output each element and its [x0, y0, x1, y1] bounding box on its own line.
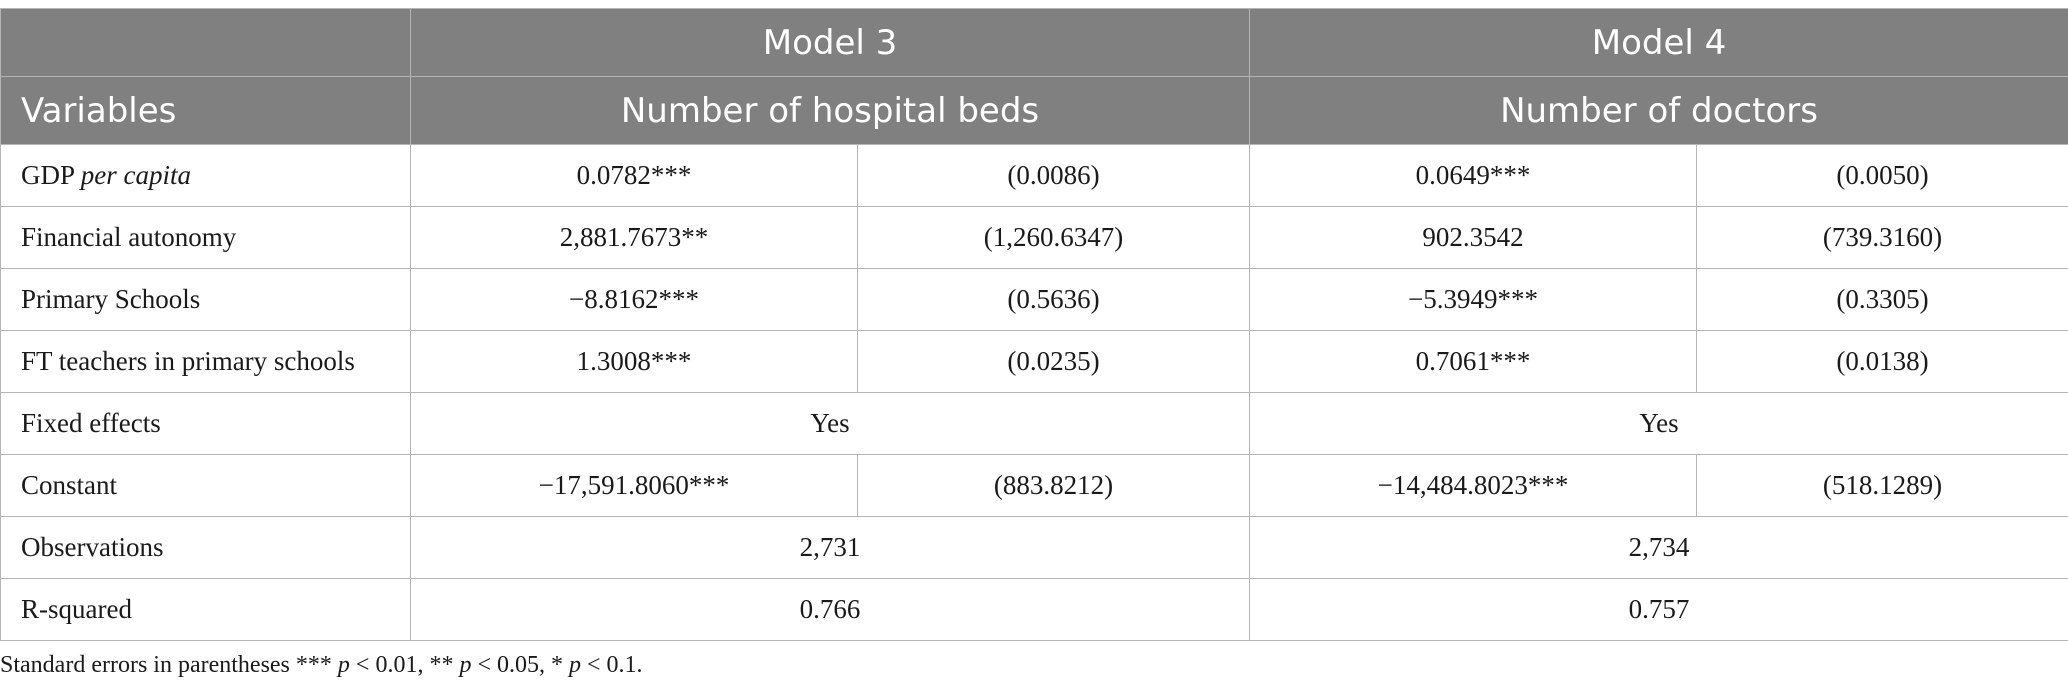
row-label-observations: Observations: [0, 516, 411, 579]
m4-coef: −5.3949***: [1249, 268, 1697, 331]
regression-table-container: Model 3 Model 4 Variables Number of hosp…: [0, 8, 2068, 641]
header-dep-doctors: Number of doctors: [1249, 76, 2068, 145]
header-model-4: Model 4: [1249, 8, 2068, 77]
m4-se: (0.0050): [1696, 144, 2068, 207]
note-threshold-2: < 0.05, *: [471, 652, 569, 678]
note-threshold-1: < 0.01, **: [349, 652, 460, 678]
table-row: Primary Schools −8.8162*** (0.5636) −5.3…: [0, 268, 2068, 331]
table-row: R-squared 0.766 0.757: [0, 578, 2068, 641]
table-row: Financial autonomy 2,881.7673** (1,260.6…: [0, 206, 2068, 269]
note-p-1: p: [337, 652, 350, 678]
note-p-3: p: [569, 652, 581, 678]
row-label-constant: Constant: [0, 454, 411, 517]
m3-coef: 0.0782***: [410, 144, 858, 207]
m3-coef: 1.3008***: [410, 330, 858, 393]
regression-table: Model 3 Model 4 Variables Number of hosp…: [0, 8, 2068, 641]
note-prefix: Standard errors in parentheses ***: [0, 652, 338, 678]
m4-coef: 0.7061***: [1249, 330, 1697, 393]
table-footnote: Standard errors in parentheses *** p < 0…: [0, 652, 643, 679]
table-row: GDP per capita 0.0782*** (0.0086) 0.0649…: [0, 144, 2068, 207]
table-row: FT teachers in primary schools 1.3008***…: [0, 330, 2068, 393]
m3-r-squared: 0.766: [410, 578, 1250, 641]
m3-se: (0.0086): [857, 144, 1250, 207]
note-threshold-3: < 0.1.: [581, 652, 643, 678]
m4-fixed-effects: Yes: [1249, 392, 2068, 455]
header-dep-hospital-beds: Number of hospital beds: [410, 76, 1250, 145]
m3-coef: 2,881.7673**: [410, 206, 858, 269]
gdp-label-main: GDP: [21, 160, 81, 190]
header-model-3: Model 3: [410, 8, 1250, 77]
m4-se: (0.3305): [1696, 268, 2068, 331]
row-label-ft-teachers: FT teachers in primary schools: [0, 330, 411, 393]
m4-se: (739.3160): [1696, 206, 2068, 269]
table-row: Constant −17,591.8060*** (883.8212) −14,…: [0, 454, 2068, 517]
m4-r-squared: 0.757: [1249, 578, 2068, 641]
m4-observations: 2,734: [1249, 516, 2068, 579]
table-row: Fixed effects Yes Yes: [0, 392, 2068, 455]
header-row-models: Model 3 Model 4: [0, 8, 2068, 77]
row-label-primary-schools: Primary Schools: [0, 268, 411, 331]
m3-observations: 2,731: [410, 516, 1250, 579]
m3-se: (883.8212): [857, 454, 1250, 517]
m4-se: (0.0138): [1696, 330, 2068, 393]
row-label-financial-autonomy: Financial autonomy: [0, 206, 411, 269]
m3-fixed-effects: Yes: [410, 392, 1250, 455]
m4-coef: −14,484.8023***: [1249, 454, 1697, 517]
row-label-gdp: GDP per capita: [0, 144, 411, 207]
m4-se: (518.1289): [1696, 454, 2068, 517]
m3-coef: −8.8162***: [410, 268, 858, 331]
m3-se: (0.5636): [857, 268, 1250, 331]
m3-se: (1,260.6347): [857, 206, 1250, 269]
m3-coef: −17,591.8060***: [410, 454, 858, 517]
m4-coef: 902.3542: [1249, 206, 1697, 269]
row-label-r-squared: R-squared: [0, 578, 411, 641]
row-label-fixed-effects: Fixed effects: [0, 392, 411, 455]
header-variables: Variables: [0, 76, 411, 145]
table-row: Observations 2,731 2,734: [0, 516, 2068, 579]
gdp-label-italic: per capita: [80, 160, 191, 190]
header-empty-cell: [0, 8, 411, 77]
m3-se: (0.0235): [857, 330, 1250, 393]
m4-coef: 0.0649***: [1249, 144, 1697, 207]
note-p-2: p: [459, 652, 472, 678]
header-row-dependent: Variables Number of hospital beds Number…: [0, 76, 2068, 145]
